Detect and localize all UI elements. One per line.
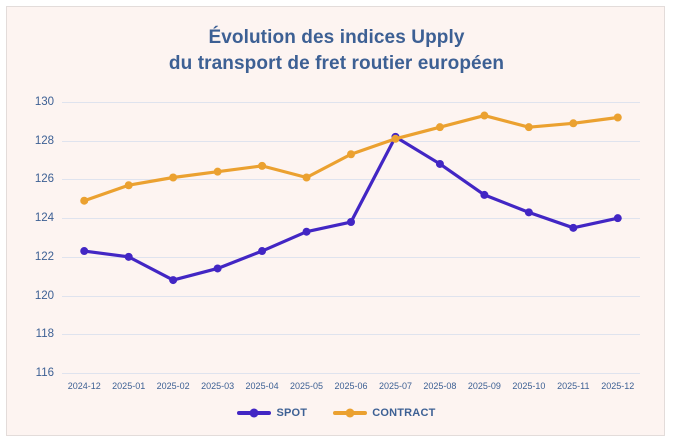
data-point bbox=[613, 214, 622, 223]
gridline bbox=[62, 334, 640, 336]
x-axis-tick: 2025-01 bbox=[112, 381, 146, 391]
x-axis-tick: 2025-12 bbox=[601, 381, 635, 391]
legend-label: CONTRACT bbox=[372, 407, 436, 419]
data-point bbox=[213, 264, 222, 273]
gridline bbox=[62, 256, 640, 258]
series-line-spot bbox=[82, 135, 620, 282]
data-point bbox=[302, 227, 311, 236]
x-axis-tick: 2025-09 bbox=[467, 381, 501, 391]
y-axis-tick: 118 bbox=[35, 328, 54, 341]
y-axis-tick: 116 bbox=[35, 367, 54, 379]
data-point bbox=[347, 150, 355, 159]
gridline bbox=[62, 102, 640, 103]
y-axis-tick: 122 bbox=[34, 250, 54, 263]
y-axis-tick: 120 bbox=[34, 289, 54, 302]
x-axis-tick: 2024-12 bbox=[67, 381, 101, 391]
data-point bbox=[80, 247, 89, 256]
gridline bbox=[62, 373, 640, 374]
x-axis-tick: 2025-04 bbox=[245, 381, 279, 391]
data-point bbox=[258, 161, 267, 170]
data-point bbox=[569, 119, 578, 128]
legend-item-spot[interactable]: SPOT bbox=[237, 407, 307, 419]
plot-area: 116 118 120 122 124 126 128 130 2024-12 2025-01 2… bbox=[35, 96, 640, 391]
x-axis-tick: 2025-02 bbox=[156, 381, 190, 391]
data-point bbox=[213, 167, 222, 176]
data-point bbox=[391, 134, 400, 143]
chart-card: Évolution des indices Upply du transport… bbox=[6, 6, 665, 436]
data-point bbox=[524, 208, 533, 217]
x-axis-tick: 2025-07 bbox=[378, 381, 412, 391]
legend-swatch-icon bbox=[333, 411, 368, 415]
chart-title: Évolution des indices Upply du transport… bbox=[168, 27, 505, 74]
data-point bbox=[435, 159, 444, 168]
x-axis-tick: 2025-05 bbox=[290, 381, 324, 391]
data-point bbox=[480, 190, 489, 199]
data-point bbox=[480, 111, 489, 120]
x-axis-tick: 2025-06 bbox=[334, 381, 368, 391]
y-axis-tick: 130 bbox=[34, 96, 54, 108]
chart-legend: SPOT CONTRACT bbox=[7, 407, 666, 419]
data-point bbox=[124, 181, 133, 190]
data-point bbox=[435, 123, 444, 132]
x-axis-tick: 2025-08 bbox=[423, 381, 457, 391]
data-point bbox=[569, 223, 578, 232]
x-axis-tick: 2025-11 bbox=[557, 381, 590, 391]
y-axis-tick: 124 bbox=[34, 212, 54, 225]
gridline bbox=[62, 140, 640, 142]
data-point bbox=[169, 173, 178, 182]
y-axis-tick: 126 bbox=[34, 173, 54, 186]
series-lines bbox=[80, 111, 622, 285]
x-axis-tick: 2025-10 bbox=[512, 381, 546, 391]
x-axis-tick: 2025-03 bbox=[201, 381, 235, 391]
data-point bbox=[124, 252, 133, 261]
data-point bbox=[613, 113, 622, 122]
legend-label: SPOT bbox=[276, 407, 308, 419]
gridline bbox=[62, 179, 640, 181]
data-point bbox=[347, 218, 355, 227]
gridline bbox=[62, 295, 640, 297]
data-point bbox=[169, 276, 178, 285]
legend-item-contract[interactable]: CONTRACT bbox=[333, 407, 435, 419]
data-point bbox=[80, 196, 89, 205]
data-point bbox=[258, 247, 267, 256]
y-axis-tick: 128 bbox=[34, 134, 54, 147]
legend-swatch-icon bbox=[237, 411, 272, 415]
data-point bbox=[302, 173, 311, 182]
data-point bbox=[524, 123, 533, 132]
